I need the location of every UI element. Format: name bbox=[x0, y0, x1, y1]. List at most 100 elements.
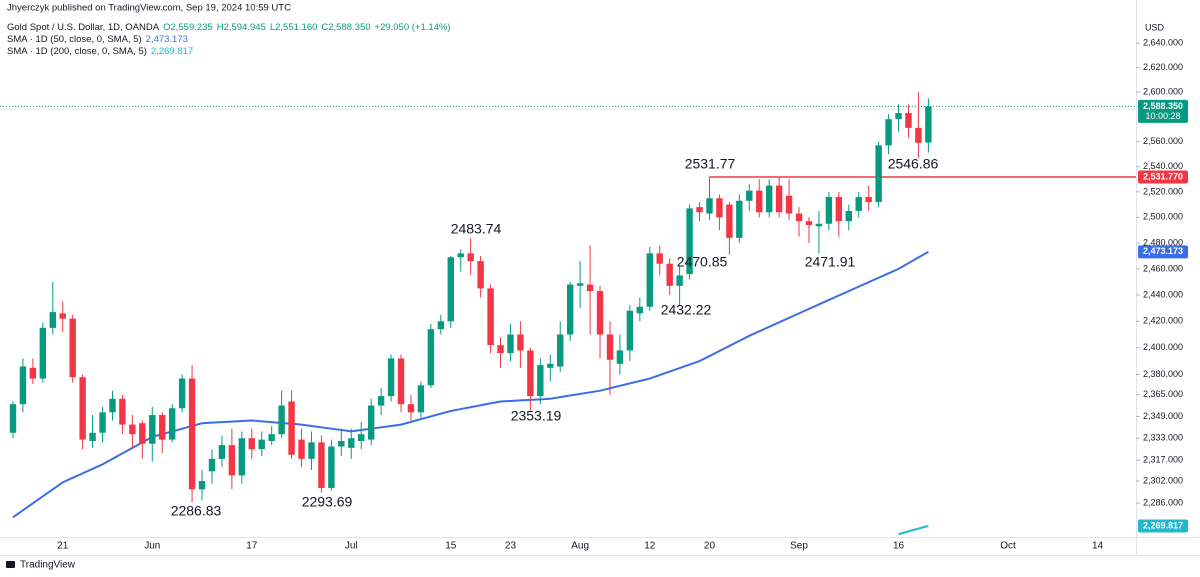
annotation: 2531.77 bbox=[685, 156, 736, 172]
candle-body bbox=[447, 257, 454, 322]
y-tick-label: 2,600.000 bbox=[1143, 86, 1183, 96]
y-tick-label: 2,520.000 bbox=[1143, 186, 1183, 196]
y-tick-label: 2,500.000 bbox=[1143, 212, 1183, 222]
sma-line bbox=[12, 250, 929, 519]
candle-body bbox=[646, 253, 653, 307]
candle-body bbox=[885, 119, 892, 146]
x-tick-label: Oct bbox=[1000, 541, 1016, 552]
candle-body bbox=[69, 318, 76, 378]
sma200-name: SMA · 1D (200, close, 0, SMA, 5) bbox=[7, 46, 147, 57]
candle-body bbox=[527, 350, 534, 397]
candle-body bbox=[576, 283, 584, 286]
candle-body bbox=[716, 198, 723, 218]
x-tick-label: 21 bbox=[57, 541, 69, 552]
ohlc-value: +29.050 (+1.14%) bbox=[375, 22, 451, 33]
x-tick-label: 15 bbox=[445, 541, 457, 552]
candle-body bbox=[636, 306, 644, 314]
countdown: 10:00:28 bbox=[1145, 111, 1180, 121]
candle-body bbox=[338, 440, 345, 447]
candle-body bbox=[666, 263, 673, 286]
candle-body bbox=[79, 377, 86, 440]
sma-tag-bg bbox=[1138, 245, 1188, 259]
publisher: Jhyerczyk published on TradingView.com, … bbox=[7, 3, 291, 14]
sma-tag: 2,269.817 bbox=[1143, 520, 1183, 530]
candle-body bbox=[517, 334, 524, 351]
x-tick-label: 20 bbox=[704, 541, 716, 552]
candle-body bbox=[845, 210, 852, 222]
candle-body bbox=[278, 405, 285, 435]
candle-body bbox=[726, 204, 733, 238]
candle-body bbox=[825, 196, 833, 224]
sma200-legend: SMA · 1D (200, close, 0, SMA, 5) 2,269.81… bbox=[7, 46, 193, 57]
candle-body bbox=[407, 404, 415, 413]
candle-body bbox=[377, 396, 385, 406]
y-tick-label: 2,400.000 bbox=[1143, 342, 1183, 352]
candle-body bbox=[795, 213, 803, 222]
candle-body bbox=[258, 439, 265, 450]
candle-body bbox=[736, 200, 743, 238]
candle-body bbox=[99, 412, 106, 433]
resistance-tag-bg bbox=[1138, 170, 1188, 184]
x-tick-label: Jul bbox=[345, 541, 358, 552]
y-tick-label: 2,349.000 bbox=[1143, 411, 1183, 421]
candle-body bbox=[477, 261, 484, 289]
y-tick-label: 2,480.000 bbox=[1143, 237, 1183, 247]
candle-body bbox=[497, 345, 504, 354]
symbol-legend: Gold Spot / U.S. Dollar, 1D, OANDA O2,559… bbox=[7, 22, 451, 33]
candle-body bbox=[895, 113, 902, 120]
candle-body bbox=[89, 432, 96, 441]
candle-body bbox=[616, 350, 624, 364]
candle-body bbox=[487, 288, 494, 346]
candle-body bbox=[248, 438, 255, 450]
candle-body bbox=[706, 198, 713, 214]
ohlc-value: H2,594.945 bbox=[217, 22, 266, 33]
candle-body bbox=[328, 446, 335, 488]
annotation: 2286.83 bbox=[171, 503, 222, 519]
ohlc-value: O2,559.235 bbox=[163, 22, 213, 33]
plot-area bbox=[0, 92, 1136, 536]
candle-body bbox=[417, 385, 425, 413]
annotation: 2470.85 bbox=[677, 254, 728, 270]
candle-body bbox=[29, 367, 37, 379]
candle-body bbox=[855, 196, 862, 211]
sma-tag-bg bbox=[1138, 519, 1188, 533]
candle-body bbox=[119, 398, 126, 425]
candle-body bbox=[925, 106, 932, 143]
candle-body bbox=[318, 442, 325, 488]
y-tick-label: 2,365.000 bbox=[1143, 389, 1183, 399]
candle-body bbox=[358, 434, 365, 441]
candle-body bbox=[765, 185, 773, 213]
candle-body bbox=[457, 253, 464, 258]
candle-body bbox=[109, 398, 116, 413]
candle-body bbox=[218, 445, 226, 459]
logo-icon bbox=[6, 561, 15, 568]
y-tick-label: 2,540.000 bbox=[1143, 161, 1183, 171]
candle-body bbox=[686, 208, 693, 275]
candle-body bbox=[39, 327, 47, 379]
candle-body bbox=[915, 127, 922, 143]
resistance-tag: 2,531.770 bbox=[1143, 171, 1183, 181]
candle-body bbox=[19, 366, 27, 405]
sma50-name: SMA · 1D (50, close, 0, SMA, 5) bbox=[7, 34, 142, 45]
candle-body bbox=[348, 438, 355, 448]
candle-body bbox=[9, 404, 17, 433]
y-tick-label: 2,460.000 bbox=[1143, 263, 1183, 273]
candle-body bbox=[815, 223, 823, 227]
candle-body bbox=[865, 196, 872, 203]
footer-text: TradingView bbox=[20, 560, 76, 571]
candle-body bbox=[875, 145, 882, 203]
ohlc-value: L2,551.160 bbox=[270, 22, 318, 33]
candle-body bbox=[397, 358, 405, 405]
annotation: 2353.19 bbox=[511, 408, 562, 424]
y-tick-label: 2,620.000 bbox=[1143, 62, 1183, 72]
candle-body bbox=[168, 408, 176, 440]
sma200-value: 2,269.817 bbox=[151, 46, 193, 57]
candle-body bbox=[139, 423, 146, 444]
candle-body bbox=[367, 405, 375, 440]
candle-body bbox=[427, 329, 435, 386]
candle-body bbox=[656, 253, 663, 264]
candle-body bbox=[676, 275, 683, 286]
candle-body bbox=[49, 312, 56, 328]
candle-body bbox=[606, 334, 614, 360]
